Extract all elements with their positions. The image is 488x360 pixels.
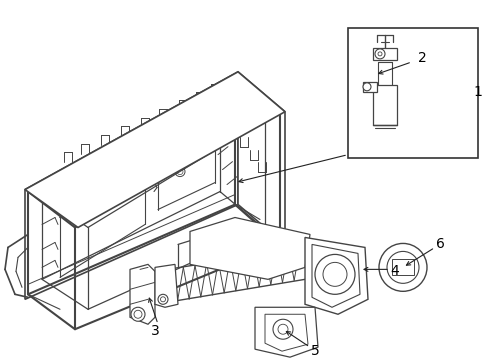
Circle shape [378,243,426,291]
Polygon shape [190,217,309,279]
Bar [347,28,477,158]
Text: 3: 3 [150,324,159,338]
Polygon shape [372,48,396,60]
Circle shape [131,307,145,321]
Text: 5: 5 [310,344,319,358]
Text: 1: 1 [472,85,482,99]
Polygon shape [362,82,376,92]
Polygon shape [25,72,285,228]
Polygon shape [391,260,413,275]
Text: 4: 4 [390,264,399,278]
Circle shape [362,83,370,91]
Circle shape [374,49,384,59]
Polygon shape [305,238,367,314]
Circle shape [314,255,354,294]
Polygon shape [372,85,396,125]
Polygon shape [155,264,178,307]
Text: 6: 6 [435,238,444,251]
Polygon shape [311,244,359,307]
Polygon shape [130,264,155,324]
Polygon shape [254,307,317,357]
Polygon shape [264,314,307,351]
Text: 2: 2 [417,51,426,65]
Polygon shape [238,72,285,244]
Polygon shape [25,72,238,299]
